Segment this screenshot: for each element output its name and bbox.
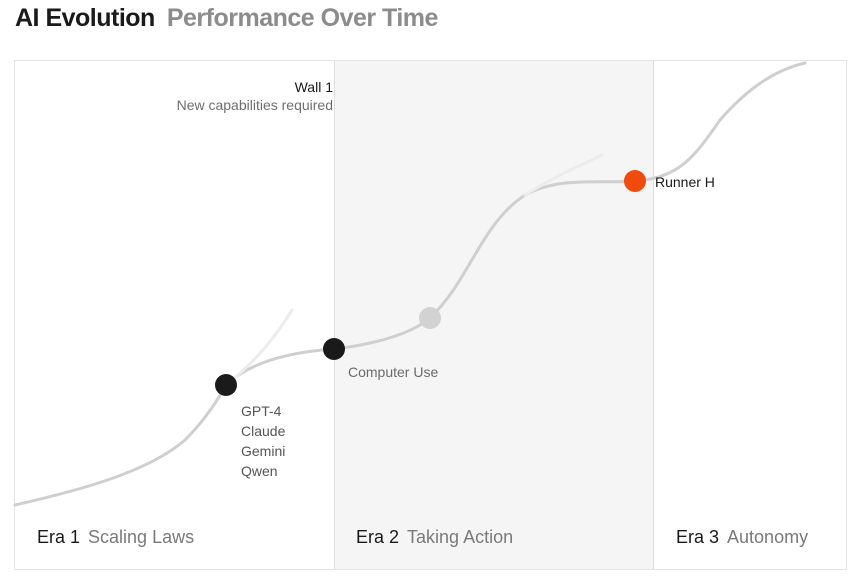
model-name: Qwen (241, 463, 278, 479)
models-point (215, 374, 237, 396)
runner-h-label: Runner H (655, 174, 715, 190)
computer-use-point (323, 338, 345, 360)
page-header: AI Evolution Performance Over Time (15, 4, 438, 34)
diagram-frame (14, 60, 847, 570)
page-title: AI Evolution (15, 4, 155, 32)
era-number: Era 3 (676, 527, 720, 547)
era-name: Taking Action (407, 527, 514, 547)
wall-title: Wall 1 (294, 79, 333, 95)
page-subtitle: Performance Over Time (166, 4, 439, 32)
branch-curve-era2 (523, 153, 604, 197)
runner-h-point (624, 170, 646, 192)
model-name: Gemini (241, 443, 286, 459)
era-name: Autonomy (727, 527, 809, 547)
computer-use-label: Computer Use (348, 364, 439, 380)
era-name: Scaling Laws (88, 527, 195, 547)
era-2-label: Era 2 Taking Action (356, 527, 513, 548)
models-label: GPT-4 Claude Gemini Qwen (241, 401, 285, 481)
era-2-background (334, 61, 654, 569)
model-name: GPT-4 (241, 403, 282, 419)
model-name: Claude (241, 423, 286, 439)
era-number: Era 1 (37, 527, 81, 547)
transition-point (419, 307, 441, 329)
era-3-label: Era 3 Autonomy (676, 527, 808, 548)
performance-curve (13, 61, 807, 507)
era-number: Era 2 (356, 527, 400, 547)
era-1-label: Era 1 Scaling Laws (37, 527, 194, 548)
branch-curve-era1 (224, 308, 294, 387)
wall-annotation: Wall 1 New capabilities required (177, 78, 333, 114)
wall-subtitle: New capabilities required (176, 97, 333, 113)
